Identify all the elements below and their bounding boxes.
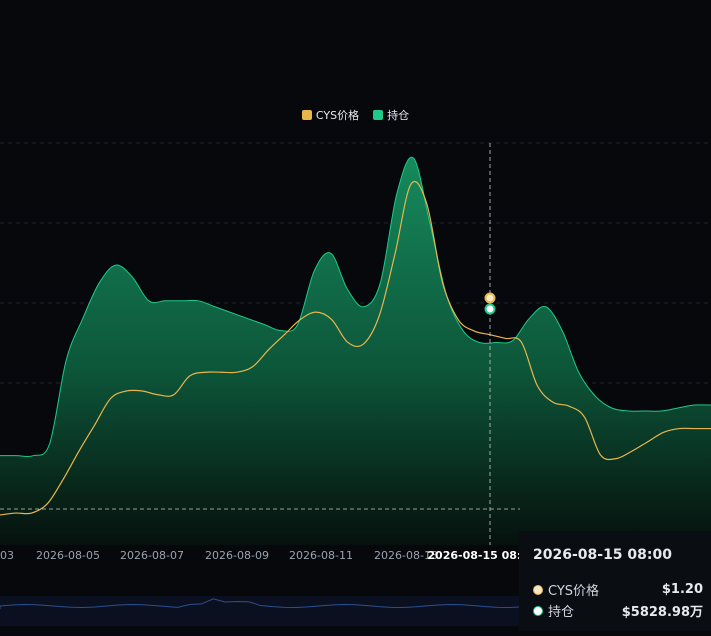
price-series-line [0, 180, 711, 516]
chart-legend: CYS价格 持仓 [0, 107, 711, 123]
legend-label-holdings: 持仓 [387, 109, 410, 122]
tooltip-price-name: CYS价格 [548, 584, 600, 599]
x-axis-tick-labels: 03 2026-08-05 2026-08-07 2026-08-09 2026-08-… [0, 549, 537, 562]
x-tick-label: 03 [0, 549, 14, 562]
x-tick-label: 2026-08-11 [289, 549, 353, 562]
tooltip-row-holdings: 持仓 $5828.98万 [533, 601, 703, 620]
price-point-marker [484, 292, 496, 304]
tooltip-holdings-name: 持仓 [548, 605, 575, 620]
holdings-area [0, 157, 711, 545]
legend-item-holdings[interactable]: 持仓 [373, 107, 409, 123]
x-tick-label: 2026-08-09 [205, 549, 269, 562]
legend-item-price[interactable]: CYS价格 [301, 107, 360, 123]
x-tick-label: 2026-08-07 [120, 549, 184, 562]
tooltip-price-value: $1.20 [661, 582, 703, 597]
holdings-point-marker [484, 303, 496, 315]
tooltip-dot-price [533, 584, 543, 595]
legend-swatch-price [301, 110, 312, 120]
tooltip-row-price: CYS价格 $1.20 [533, 580, 703, 599]
x-tick-label: 2026-08-05 [36, 549, 100, 562]
x-tick-label: 2026-08-15 08:00 [427, 549, 537, 562]
legend-swatch-holdings [373, 110, 384, 120]
tooltip-date: 2026-08-15 08:00 [533, 547, 672, 563]
holdings-series-line [0, 156, 711, 458]
legend-label-price: CYS价格 [315, 109, 360, 122]
tooltip-dot-holdings [533, 605, 543, 616]
chart-tooltip: 2026-08-15 08:00 CYS价格 $1.20 持仓 $5828.98… [519, 531, 711, 631]
x-tick-label: 2026-08-13 [374, 549, 438, 562]
tooltip-holdings-value: $5828.98万 [621, 605, 703, 620]
